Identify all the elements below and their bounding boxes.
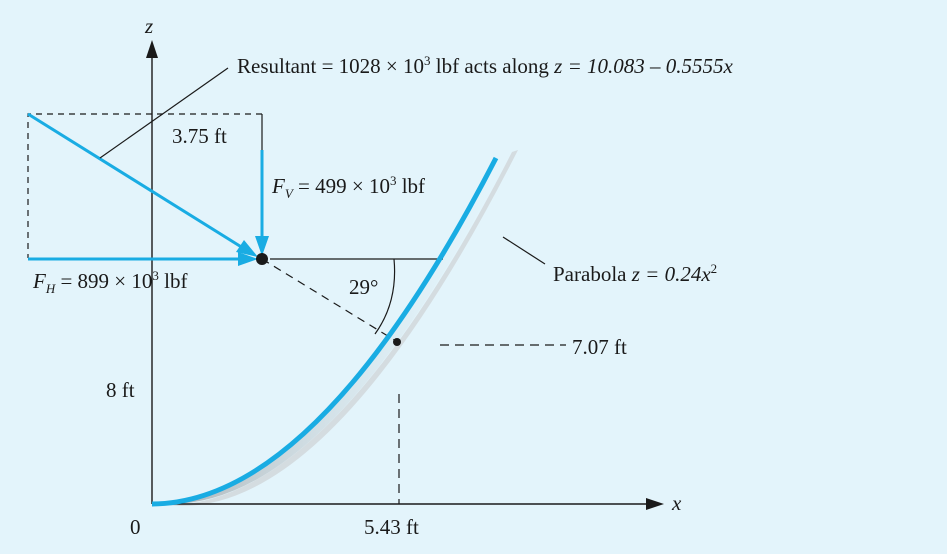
resultant-leader	[99, 67, 229, 159]
parabola-leader	[502, 236, 546, 265]
fh-unit: lbf	[158, 269, 188, 293]
x-axis-label: x	[672, 491, 682, 515]
depth-dimension-label: 8 ft	[106, 378, 135, 402]
gate-shadow	[152, 152, 510, 505]
fh-symbol: F	[33, 269, 46, 293]
x-distance-label: 5.43 ft	[364, 515, 419, 539]
origin-label: 0	[130, 515, 141, 539]
resultant-exponent: 3	[424, 53, 431, 68]
fh-arrowhead	[238, 252, 258, 266]
angle-arc	[374, 258, 396, 335]
resultant-equation: z = 10.083 – 0.5555x	[554, 54, 733, 78]
parabola-exponent: 2	[710, 261, 718, 276]
line-of-action-dashed	[261, 258, 397, 342]
resultant-arrowhead	[236, 240, 258, 257]
angle-label: 29°	[349, 275, 379, 299]
fh-exponent: 3	[152, 268, 159, 283]
height-dimension-label: 7.07 ft	[572, 335, 627, 359]
gate-shadow-soft	[165, 150, 518, 507]
fh-label: FH = 899 × 103 lbf	[33, 268, 188, 296]
fv-subscript: V	[284, 186, 293, 201]
fv-label: FV = 499 × 103 lbf	[272, 173, 426, 201]
parabola-equation: z = 0.24x	[631, 262, 711, 286]
fv-symbol: F	[272, 174, 285, 198]
z-axis-label: z	[145, 14, 154, 38]
width-dimension-label: 3.75 ft	[172, 124, 227, 148]
parabola-label: Parabola z = 0.24x2	[553, 262, 717, 286]
fv-exponent: 3	[389, 173, 397, 188]
resultant-connector: lbf acts along	[430, 54, 555, 78]
fh-value: = 899 × 10	[55, 269, 153, 293]
resultant-label: Resultant = 1028 × 103 lbf acts along z …	[237, 54, 733, 78]
parabola-text: Parabola	[553, 262, 632, 286]
fv-arrowhead	[255, 236, 269, 256]
fv-unit: lbf	[396, 174, 426, 198]
resultant-force-line	[27, 112, 244, 250]
z-axis-arrowhead	[146, 40, 158, 58]
fh-subscript: H	[45, 281, 56, 296]
parabola-point	[393, 338, 401, 346]
resultant-magnitude: Resultant = 1028 × 10	[237, 54, 425, 78]
x-axis-arrowhead	[646, 498, 664, 510]
parabola-curve	[151, 156, 499, 507]
resultant-point	[256, 253, 268, 265]
fv-value: = 499 × 10	[292, 174, 390, 198]
